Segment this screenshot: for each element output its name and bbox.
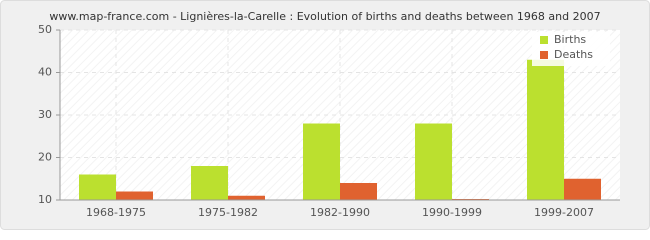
bar: [191, 166, 228, 200]
y-tick-label: 20: [38, 151, 52, 164]
y-tick-label: 40: [38, 66, 52, 79]
x-tick-label: 1968-1975: [86, 206, 146, 219]
bar: [228, 195, 265, 200]
y-tick-label: 10: [38, 193, 52, 206]
chart: www.map-france.com - Lignières-la-Carell…: [0, 0, 650, 230]
bar: [527, 59, 564, 200]
x-tick-label: 1975-1982: [198, 206, 258, 219]
legend-swatch: [540, 36, 548, 44]
x-tick-label: 1999-2007: [534, 206, 594, 219]
x-tick-label: 1982-1990: [310, 206, 370, 219]
bar: [415, 123, 452, 200]
x-tick-label: 1990-1999: [422, 206, 482, 219]
bar: [340, 183, 377, 200]
bar: [564, 178, 601, 200]
bar: [116, 191, 153, 200]
bar: [303, 123, 340, 200]
chart-title: www.map-france.com - Lignières-la-Carell…: [49, 10, 600, 23]
legend-label: Deaths: [554, 48, 593, 61]
y-tick-label: 30: [38, 108, 52, 121]
bar: [79, 174, 116, 200]
y-tick-label: 50: [38, 23, 52, 36]
legend-swatch: [540, 51, 548, 59]
legend-label: Births: [554, 33, 586, 46]
